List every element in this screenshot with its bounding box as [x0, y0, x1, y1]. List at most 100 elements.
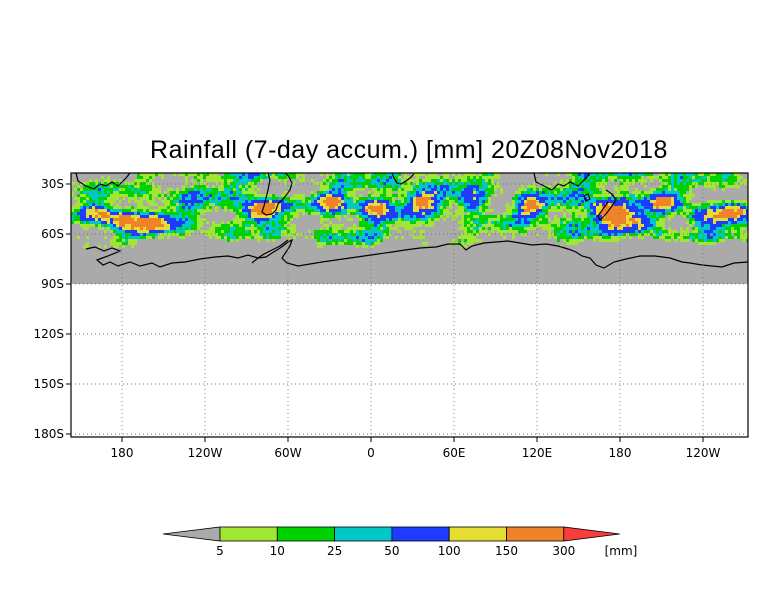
rain-cell — [542, 206, 545, 209]
rain-cell — [560, 203, 563, 206]
rain-cell — [605, 224, 608, 227]
rain-cell — [155, 224, 158, 227]
rain-cell — [218, 200, 221, 203]
rain-cell — [560, 230, 563, 233]
rain-cell — [419, 179, 422, 182]
rain-cell — [680, 206, 683, 209]
rain-cell — [416, 176, 419, 179]
rain-cell — [641, 176, 644, 179]
rain-cell — [326, 203, 329, 206]
rain-cell — [374, 185, 377, 188]
rain-cell — [323, 194, 326, 197]
rain-cell — [479, 212, 482, 215]
rain-cell — [323, 197, 326, 200]
rain-cell — [140, 215, 143, 218]
rain-cell — [401, 185, 404, 188]
rain-cell — [692, 218, 695, 221]
rain-cell — [128, 233, 131, 236]
rain-cell — [80, 212, 83, 215]
rain-cell — [200, 218, 203, 221]
rain-cell — [317, 194, 320, 197]
rain-cell — [704, 236, 707, 239]
rain-cell — [710, 200, 713, 203]
rain-cell — [389, 218, 392, 221]
rain-cell — [596, 236, 599, 239]
rain-cell — [560, 197, 563, 200]
rain-cell — [488, 221, 491, 224]
rain-cell — [668, 236, 671, 239]
lon-label: 120W — [188, 446, 223, 460]
rain-cell — [272, 203, 275, 206]
rain-cell — [503, 218, 506, 221]
rain-cell — [80, 194, 83, 197]
rain-cell — [242, 224, 245, 227]
rain-cell — [665, 197, 668, 200]
rain-cell — [290, 212, 293, 215]
rain-cell — [632, 215, 635, 218]
rain-cell — [170, 212, 173, 215]
rain-cell — [539, 200, 542, 203]
rain-cell — [332, 239, 335, 242]
rain-cell — [518, 227, 521, 230]
rain-cell — [569, 224, 572, 227]
rain-cell — [692, 206, 695, 209]
rain-cell — [374, 203, 377, 206]
rain-cell — [221, 176, 224, 179]
rain-cell — [284, 182, 287, 185]
rain-cell — [650, 224, 653, 227]
rain-cell — [209, 188, 212, 191]
rain-cell — [341, 203, 344, 206]
rain-cell — [656, 221, 659, 224]
rain-cell — [701, 179, 704, 182]
rain-cell — [689, 173, 692, 176]
rain-cell — [695, 233, 698, 236]
rain-cell — [365, 227, 368, 230]
rain-cell — [572, 179, 575, 182]
rain-cell — [104, 197, 107, 200]
rain-cell — [260, 233, 263, 236]
rain-cell — [530, 200, 533, 203]
rain-cell — [491, 188, 494, 191]
rain-cell — [134, 224, 137, 227]
rain-cell — [104, 230, 107, 233]
rain-cell — [251, 179, 254, 182]
rain-cell — [590, 212, 593, 215]
rain-cell — [446, 197, 449, 200]
rain-cell — [605, 200, 608, 203]
rain-cell — [686, 188, 689, 191]
rain-cell — [224, 173, 227, 176]
rain-cell — [464, 179, 467, 182]
rain-cell — [257, 236, 260, 239]
rain-cell — [107, 185, 110, 188]
rain-cell — [92, 182, 95, 185]
rain-cell — [431, 215, 434, 218]
rain-cell — [248, 236, 251, 239]
rain-cell — [617, 200, 620, 203]
rain-cell — [473, 185, 476, 188]
rain-cell — [89, 188, 92, 191]
rain-cell — [656, 227, 659, 230]
rain-cell — [374, 191, 377, 194]
rain-cell — [656, 200, 659, 203]
rain-cell — [311, 191, 314, 194]
rain-cell — [95, 215, 98, 218]
rain-cell — [443, 194, 446, 197]
rain-cell — [599, 197, 602, 200]
rain-cell — [251, 185, 254, 188]
rain-cell — [332, 236, 335, 239]
rain-cell — [620, 221, 623, 224]
rain-cell — [158, 221, 161, 224]
rain-cell — [368, 194, 371, 197]
rain-cell — [242, 188, 245, 191]
rain-cell — [185, 233, 188, 236]
rain-cell — [338, 215, 341, 218]
rain-cell — [398, 191, 401, 194]
rain-cell — [239, 227, 242, 230]
rain-cell — [404, 188, 407, 191]
rain-cell — [257, 224, 260, 227]
rain-cell — [461, 179, 464, 182]
rain-cell — [392, 212, 395, 215]
rain-cell — [197, 188, 200, 191]
rain-cell — [272, 221, 275, 224]
rain-cell — [233, 218, 236, 221]
